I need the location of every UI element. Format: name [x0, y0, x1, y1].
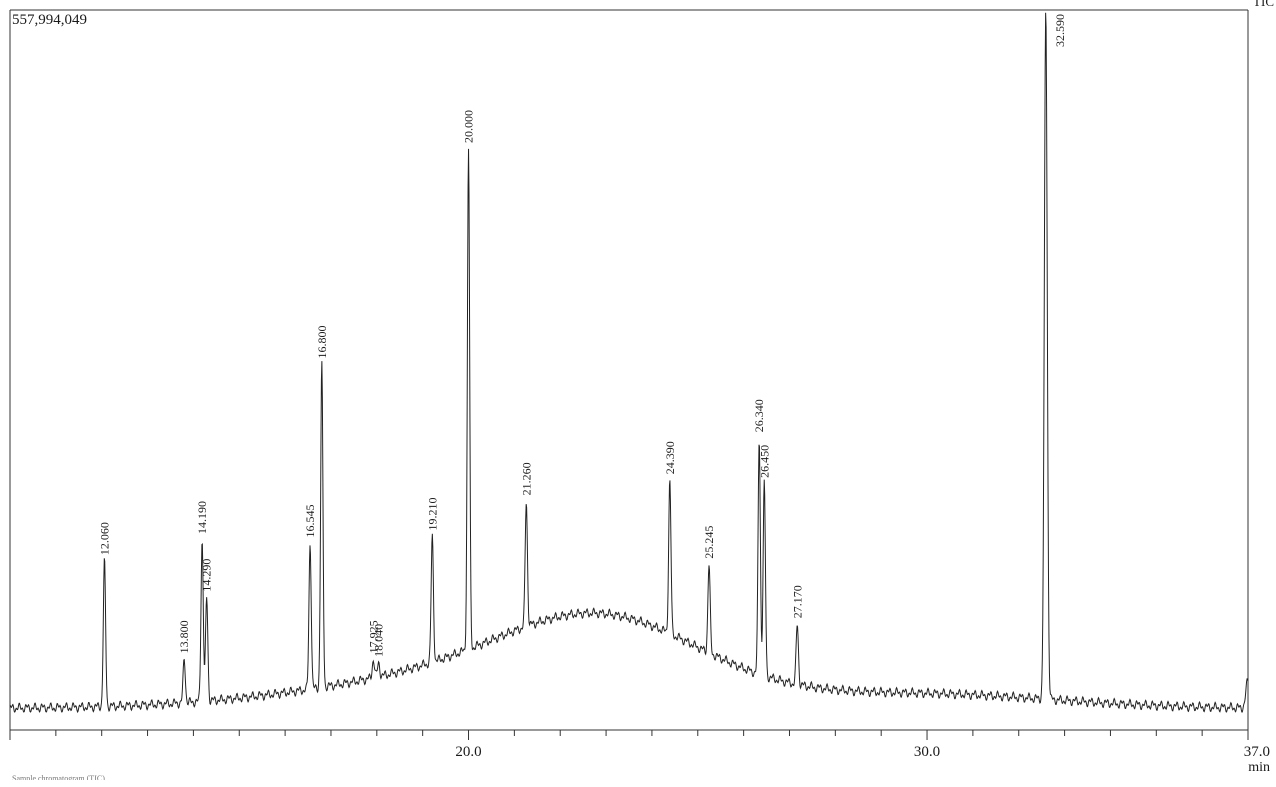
- peak-label: 27.170: [790, 585, 804, 618]
- peak-label: 12.060: [98, 522, 112, 555]
- x-tick-label: 30.0: [914, 744, 940, 760]
- peak-label: 32.590: [1053, 14, 1067, 47]
- peak-label: 14.290: [200, 559, 214, 592]
- peak-label: 17.925: [366, 620, 380, 653]
- peak-label: 24.390: [663, 441, 677, 474]
- peak-label: 18.040: [372, 624, 386, 657]
- peak-label: 16.800: [315, 326, 329, 359]
- peak-label: 21.260: [519, 462, 533, 495]
- peak-label: 25.245: [702, 526, 716, 559]
- x-tick-label: 20.0: [455, 744, 481, 760]
- peak-label: 26.450: [757, 445, 771, 478]
- footnote: Sample chromatogram (TIC): [12, 774, 105, 780]
- x-tick-label: 37.0: [1244, 744, 1270, 760]
- peak-label: 14.190: [195, 501, 209, 534]
- corner-label: TIC: [1253, 0, 1274, 9]
- peak-label: 26.340: [752, 399, 766, 432]
- x-axis-unit: min: [1248, 760, 1270, 775]
- tic-trace: [9, 12, 1249, 714]
- peak-label: 13.800: [177, 620, 191, 653]
- peak-label: 16.545: [303, 505, 317, 538]
- peak-label: 19.210: [425, 498, 439, 531]
- peak-label: 20.000: [462, 110, 476, 143]
- y-max-label: 557,994,049: [12, 12, 87, 28]
